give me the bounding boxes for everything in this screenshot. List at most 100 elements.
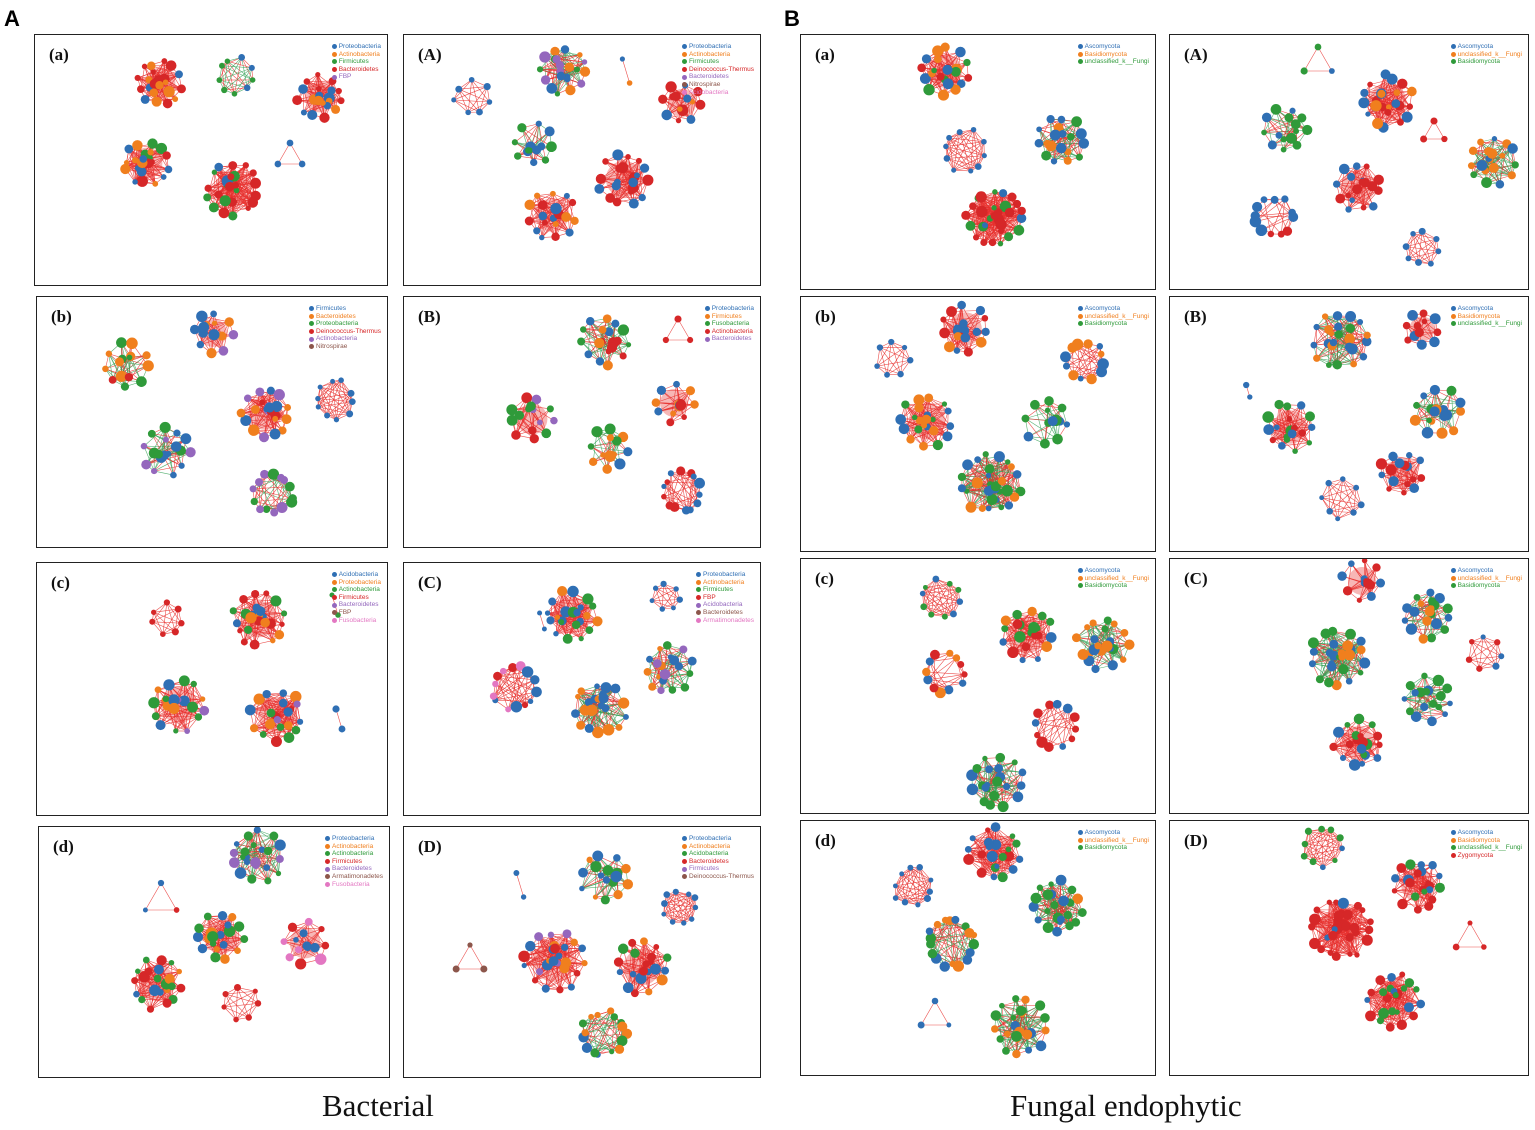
network-node: [1057, 115, 1066, 124]
network-edge: [336, 401, 353, 420]
module-edges: [277, 142, 303, 165]
legend-label: Firmicutes: [711, 312, 742, 320]
network-edge: [298, 928, 322, 950]
legend-dot-icon: [308, 306, 314, 312]
network-edge: [234, 67, 253, 94]
legend: Proteobacteria Actinobacteria Actinobacter…: [325, 835, 383, 888]
network-edge: [167, 453, 174, 476]
network-edge: [946, 141, 985, 159]
network-node: [505, 706, 512, 713]
network-node: [192, 931, 204, 943]
legend-dot-icon: [696, 579, 702, 585]
network-node: [228, 211, 238, 221]
network-edge: [928, 46, 946, 90]
network-node: [513, 870, 520, 876]
network-node: [638, 193, 646, 202]
network-node: [540, 75, 551, 85]
network-node: [581, 1042, 593, 1053]
network-edge: [250, 709, 289, 726]
network-edge: [250, 702, 284, 711]
legend-dot-icon: [704, 306, 710, 312]
network-node: [615, 164, 624, 173]
network-node: [217, 331, 227, 341]
network-node: [643, 667, 652, 676]
network-node: [160, 174, 167, 180]
network-node: [561, 212, 572, 222]
network-node: [149, 88, 159, 98]
network-edge: [231, 917, 238, 951]
network-node: [633, 172, 640, 179]
legend-item: Firmicutes: [696, 586, 754, 594]
network-node: [538, 211, 548, 221]
network-edge: [327, 413, 350, 416]
network-edge: [594, 1026, 623, 1054]
network-edge: [232, 172, 254, 217]
network-node: [514, 152, 522, 160]
network-node: [581, 59, 588, 65]
network-edge: [540, 66, 570, 70]
legend-item: Bacteroidetes: [681, 858, 754, 866]
network-node: [315, 85, 322, 92]
network-node: [686, 115, 696, 124]
network-edge: [555, 617, 558, 634]
network-edge: [145, 427, 166, 465]
legend: Acidobacteria Proteobacteria Actinobacteri…: [331, 571, 381, 624]
network-edge: [148, 60, 165, 80]
network-node: [951, 167, 957, 173]
network-node: [1046, 142, 1052, 149]
network-node: [260, 617, 270, 628]
legend-dot-icon: [331, 74, 337, 80]
legend-label: Proteobacteria: [332, 835, 375, 842]
network-node: [570, 938, 578, 947]
network-node: [176, 983, 186, 993]
network-node: [253, 693, 265, 705]
panel-label: (C): [418, 573, 442, 592]
network-module: [961, 189, 1027, 247]
network-node: [283, 732, 295, 743]
network-edge: [121, 342, 142, 382]
legend-dot-icon: [325, 851, 331, 857]
network-node: [146, 1005, 155, 1013]
legend-item: Deinococcus-Thermus: [681, 66, 754, 74]
network-node: [210, 310, 217, 318]
network-node: [269, 637, 276, 644]
legend-label: Proteobacteria: [315, 320, 359, 328]
network-node: [269, 831, 279, 841]
network-node: [571, 709, 580, 718]
network-edge: [318, 406, 350, 415]
panel-label: (A): [418, 45, 442, 64]
network-node: [693, 86, 703, 97]
network-module: [203, 161, 261, 221]
network-node: [267, 718, 275, 726]
network-node: [272, 415, 279, 422]
network-edge: [589, 702, 624, 729]
network-node: [165, 450, 172, 458]
network-node: [605, 193, 616, 203]
legend: Proteobacteria Actinobacteria Firmicutes Ba…: [331, 43, 381, 81]
network-node: [676, 466, 686, 476]
network-module: [571, 682, 630, 739]
network-node: [521, 701, 529, 709]
network-node: [628, 938, 637, 947]
network-node: [622, 982, 634, 994]
network-node: [625, 153, 631, 160]
network-node: [489, 692, 498, 700]
network-node: [208, 202, 219, 213]
network-edge: [189, 683, 195, 706]
network-edge: [662, 588, 677, 610]
network-node: [203, 193, 212, 202]
network-node: [1078, 138, 1090, 149]
network-edge: [588, 321, 591, 355]
network-node: [981, 138, 987, 145]
network-node: [578, 1019, 587, 1028]
network-node: [240, 638, 248, 646]
network-edge: [221, 65, 235, 94]
network-node: [138, 995, 146, 1004]
legend-dot-icon: [681, 59, 687, 65]
network-node: [648, 682, 657, 691]
network-node: [673, 380, 680, 388]
network-node: [690, 473, 697, 480]
network-node: [303, 78, 311, 85]
network-edge: [254, 498, 293, 502]
legend-item: Fusobacteria: [704, 320, 754, 328]
